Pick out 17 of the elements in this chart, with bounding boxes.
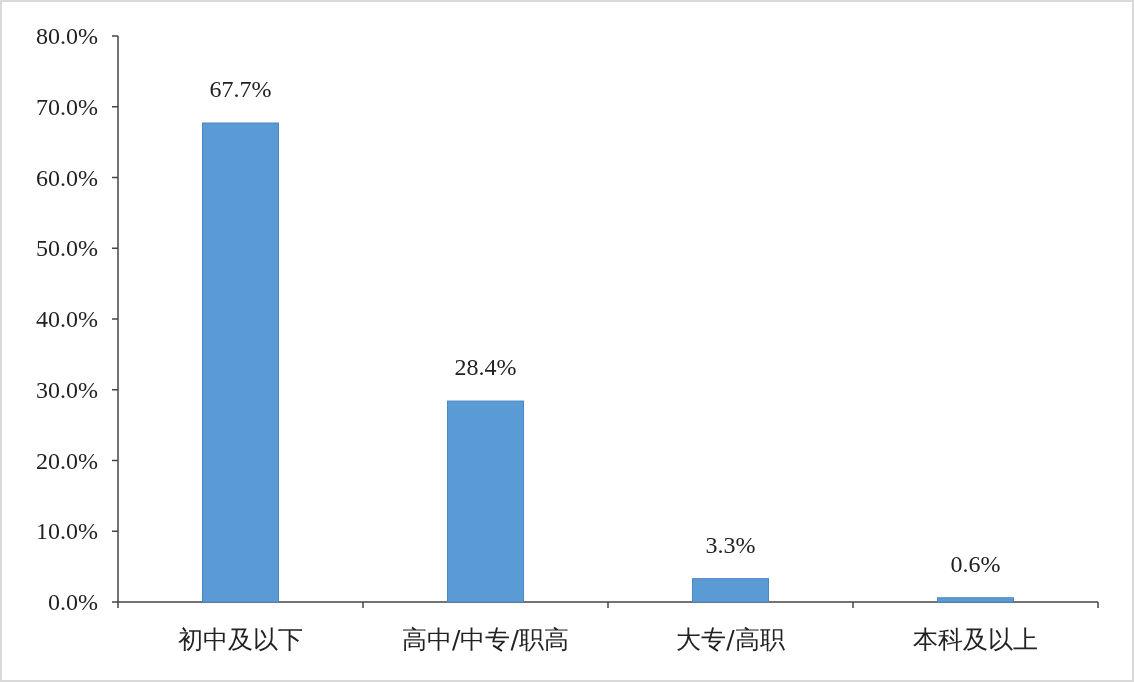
x-tick-label: 大专/高职 xyxy=(676,625,785,654)
y-tick-label: 10.0% xyxy=(36,518,98,545)
y-tick-label: 50.0% xyxy=(36,235,98,262)
y-tick-label: 80.0% xyxy=(36,23,98,49)
data-label: 0.6% xyxy=(950,550,1001,577)
x-tick-label: 高中/中专/职高 xyxy=(402,625,569,654)
data-label: 67.7% xyxy=(209,76,272,103)
y-tick-label: 0.0% xyxy=(48,589,98,615)
y-tick-label: 30.0% xyxy=(36,376,98,403)
data-label: 3.3% xyxy=(705,531,756,558)
y-tick-label: 70.0% xyxy=(36,93,98,120)
x-tick-label: 本科及以上 xyxy=(913,625,1038,654)
y-tick-label: 20.0% xyxy=(36,447,98,474)
x-tick-label: 初中及以下 xyxy=(178,625,303,654)
data-label: 28.4% xyxy=(454,354,517,381)
y-tick-label: 60.0% xyxy=(36,164,98,191)
y-tick-label: 40.0% xyxy=(36,306,98,332)
